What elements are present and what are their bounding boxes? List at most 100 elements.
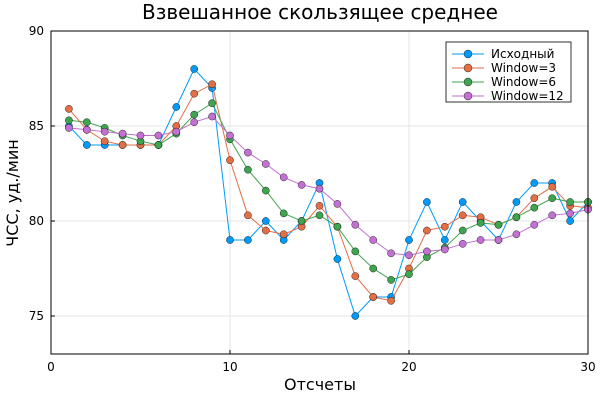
data-point bbox=[440, 245, 449, 254]
y-axis-label: ЧСС, уд./мин bbox=[3, 139, 22, 246]
data-point bbox=[315, 211, 324, 220]
data-point bbox=[100, 127, 109, 136]
data-point bbox=[65, 116, 73, 125]
legend-label: Исходный bbox=[491, 47, 554, 61]
legend-item: Исходный bbox=[452, 47, 554, 61]
series-1 bbox=[65, 65, 592, 320]
data-point bbox=[244, 165, 252, 174]
data-point bbox=[118, 141, 127, 149]
data-point bbox=[333, 222, 342, 231]
legend-marker bbox=[463, 63, 473, 73]
data-point bbox=[226, 156, 234, 164]
x-tick-label: 10 bbox=[222, 360, 237, 374]
data-point bbox=[548, 194, 557, 202]
data-point bbox=[566, 217, 574, 225]
data-point bbox=[548, 211, 557, 220]
data-point bbox=[244, 211, 252, 220]
data-point bbox=[458, 239, 467, 248]
x-axis-label: Отсчеты bbox=[284, 375, 356, 394]
data-point bbox=[118, 129, 127, 138]
y-tick-label: 75 bbox=[29, 309, 44, 323]
legend-item: Window=12 bbox=[452, 89, 564, 103]
data-point bbox=[208, 99, 216, 107]
x-tick-label: 30 bbox=[580, 360, 595, 374]
data-point bbox=[476, 236, 485, 244]
data-point bbox=[65, 105, 73, 113]
series-line bbox=[68, 83, 589, 302]
data-point bbox=[530, 220, 539, 229]
data-point bbox=[369, 264, 378, 273]
legend-label: Window=6 bbox=[491, 75, 556, 89]
legend-label: Window=12 bbox=[491, 89, 564, 103]
data-point bbox=[315, 201, 324, 210]
data-point bbox=[423, 198, 431, 206]
data-point bbox=[190, 89, 198, 98]
plot-frame bbox=[50, 30, 589, 355]
series-layer bbox=[65, 65, 592, 320]
data-point bbox=[279, 173, 288, 182]
series-line bbox=[68, 68, 589, 317]
data-point bbox=[190, 118, 198, 126]
data-point bbox=[333, 200, 342, 208]
series-line bbox=[68, 115, 589, 256]
x-tick-label: 20 bbox=[401, 360, 416, 374]
data-point bbox=[190, 110, 198, 119]
data-point bbox=[512, 198, 521, 206]
data-point bbox=[261, 160, 270, 168]
data-point bbox=[190, 65, 198, 73]
legend-label: Window=3 bbox=[491, 61, 556, 75]
data-point bbox=[83, 126, 91, 134]
data-point bbox=[440, 236, 449, 244]
data-point bbox=[208, 112, 216, 121]
data-point bbox=[423, 247, 431, 256]
data-point bbox=[351, 220, 360, 229]
data-point bbox=[261, 226, 270, 235]
data-point bbox=[154, 141, 163, 149]
data-point bbox=[297, 181, 306, 189]
data-point bbox=[172, 103, 181, 111]
data-point bbox=[405, 251, 413, 259]
y-tick-label: 85 bbox=[29, 119, 44, 133]
data-point bbox=[83, 141, 91, 149]
data-point bbox=[530, 203, 539, 212]
legend-marker bbox=[463, 91, 473, 101]
data-point bbox=[351, 247, 360, 256]
data-point bbox=[226, 236, 234, 244]
data-point bbox=[387, 276, 395, 284]
data-point bbox=[512, 213, 521, 221]
data-point bbox=[458, 226, 467, 235]
data-point bbox=[100, 137, 109, 145]
ticks: 0 10 20 30 75 80 85 90 bbox=[29, 24, 596, 374]
y-tick-label: 90 bbox=[29, 24, 44, 38]
data-point bbox=[333, 255, 342, 263]
data-point bbox=[154, 131, 163, 140]
x-tick-label: 0 bbox=[47, 360, 55, 374]
legend-item: Window=6 bbox=[452, 75, 556, 89]
data-point bbox=[458, 198, 467, 206]
chart-title: Взвешанное скользящее среднее bbox=[142, 0, 498, 24]
data-point bbox=[65, 124, 73, 132]
data-point bbox=[369, 236, 378, 244]
data-point bbox=[244, 148, 252, 157]
data-point bbox=[369, 293, 378, 301]
series-2 bbox=[65, 80, 592, 305]
data-point bbox=[458, 211, 467, 220]
data-point bbox=[315, 184, 324, 193]
data-point bbox=[494, 220, 503, 229]
data-point bbox=[279, 230, 288, 239]
legend-item: Window=3 bbox=[452, 61, 556, 75]
y-tick-label: 80 bbox=[29, 214, 44, 228]
data-point bbox=[548, 182, 557, 191]
data-point bbox=[261, 217, 270, 225]
data-point bbox=[244, 236, 252, 244]
data-point bbox=[297, 217, 306, 225]
data-point bbox=[136, 131, 145, 140]
data-point bbox=[566, 209, 574, 218]
data-point bbox=[476, 219, 485, 227]
data-point bbox=[512, 230, 521, 239]
legend-marker bbox=[463, 77, 473, 87]
data-point bbox=[83, 118, 91, 126]
series-3 bbox=[65, 99, 592, 284]
data-point bbox=[530, 179, 539, 187]
